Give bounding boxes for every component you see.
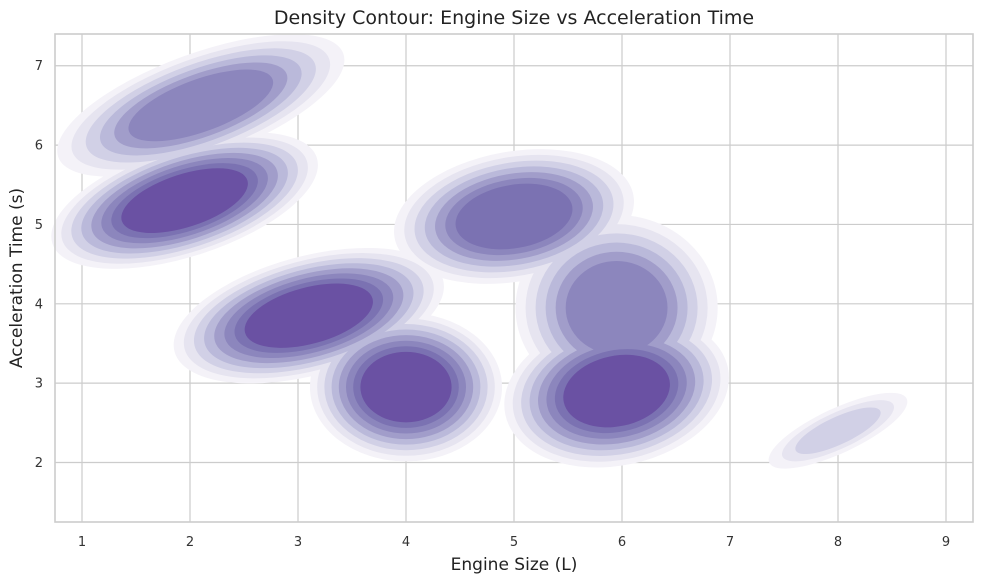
x-tick-label: 9: [942, 535, 950, 550]
density-contour: [566, 261, 668, 355]
x-tick-label: 5: [510, 535, 518, 550]
x-tick-label: 3: [294, 535, 302, 550]
y-tick-label: 5: [35, 218, 43, 233]
x-tick-label: 1: [78, 535, 86, 550]
y-tick-label: 3: [35, 377, 43, 392]
x-axis-ticks: 1 2 3 4 5 6 7 8 9: [78, 535, 950, 550]
x-axis-label: Engine Size (L): [451, 555, 578, 575]
y-tick-label: 6: [35, 139, 43, 154]
y-axis-ticks: 2 3 4 5 6 7: [35, 59, 43, 471]
x-tick-label: 2: [186, 535, 194, 550]
y-tick-label: 7: [35, 59, 43, 74]
x-tick-label: 4: [402, 535, 410, 550]
y-tick-label: 4: [35, 297, 43, 312]
y-axis-label: Acceleration Time (s): [7, 188, 27, 368]
density-contours: [35, 5, 916, 488]
density-contour: [360, 352, 451, 423]
x-tick-label: 8: [834, 535, 842, 550]
chart-title: Density Contour: Engine Size vs Accelera…: [274, 7, 754, 29]
y-tick-label: 2: [35, 456, 43, 471]
x-tick-label: 7: [726, 535, 734, 550]
x-tick-label: 6: [618, 535, 626, 550]
